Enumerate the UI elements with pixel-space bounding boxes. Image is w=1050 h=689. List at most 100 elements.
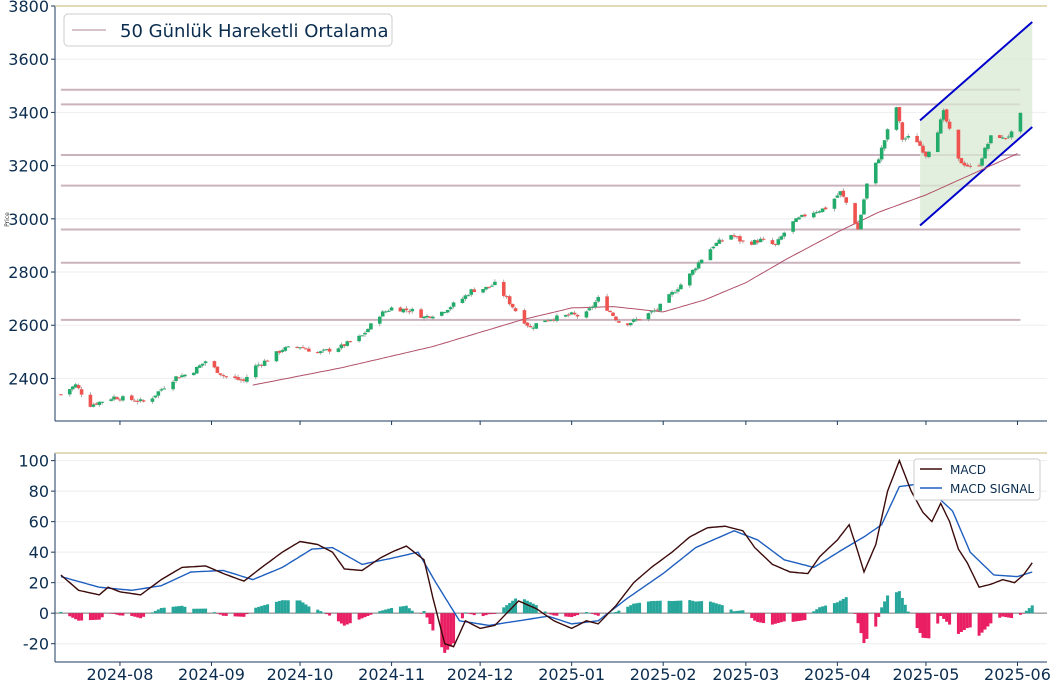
candle-up (70, 386, 75, 390)
candle-up (1009, 131, 1014, 138)
macd-hist-bar-neg (989, 613, 993, 624)
macd-hist-bar-neg (239, 613, 243, 617)
xtick-label: 2025-04 (804, 665, 871, 684)
macd-hist-bar-neg (779, 613, 783, 623)
candle-up (817, 211, 822, 213)
macd-hist-bar-pos (694, 601, 698, 614)
macd-ytick-label: 0 (39, 604, 49, 623)
macd-hist-bar-pos (688, 600, 692, 614)
price-axis-title: Price (4, 212, 11, 227)
candle-down (177, 377, 181, 379)
candle-down (637, 319, 642, 321)
macd-hist-bar-neg (1004, 613, 1008, 618)
candle-up (386, 310, 391, 312)
candle-down (735, 236, 739, 238)
candle-down (301, 347, 305, 349)
candle-up (345, 341, 350, 346)
macd-hist-bar-pos (741, 610, 745, 614)
candle-up (451, 302, 456, 307)
candle-up (838, 191, 843, 196)
xtick-label: 2024-09 (178, 665, 245, 684)
macd-hist-bar-neg (797, 613, 801, 621)
macd-hist-bar-neg (97, 613, 101, 620)
macd-hist-bar-pos (410, 610, 414, 614)
candle-down (614, 316, 618, 321)
candle-up (590, 306, 595, 308)
macd-hist-bar-pos (301, 602, 305, 614)
candle-up (679, 284, 683, 290)
macd-hist-bar-pos (729, 609, 733, 614)
macd-hist-bar-neg (100, 613, 104, 618)
candle-up (673, 292, 677, 294)
macd-hist-bar-neg (130, 613, 134, 616)
candle-down (959, 158, 964, 164)
price-ytick-label: 2600 (8, 316, 49, 335)
macd-hist-bar-pos (732, 611, 736, 614)
macd-hist-bar-pos (821, 606, 825, 614)
date-axis: 2024-08 2024-09 2024-10 2024-11 2024-12 2025-… (87, 662, 1050, 684)
candle-up (859, 214, 863, 230)
candle-down (135, 400, 140, 402)
macd-hist-bar-neg (233, 613, 237, 617)
macd-hist-bar-neg (1018, 613, 1022, 615)
macd-hist-bar-pos (401, 606, 405, 614)
macd-hist-bar-pos (720, 605, 724, 614)
candle-up (183, 374, 187, 377)
macd-hist-bar-pos (1030, 605, 1034, 614)
macd-hist-bar-pos (587, 612, 591, 614)
candle-up (989, 135, 993, 144)
macd-hist-bar-pos (304, 604, 308, 614)
macd-hist-bar-pos (655, 600, 659, 614)
macd-hist-bar-neg (800, 613, 804, 621)
candle-down (770, 240, 775, 245)
candle-up (253, 365, 258, 378)
macd-hist-bar-neg (348, 613, 352, 624)
macd-hist-bar-neg (236, 613, 240, 617)
macd-hist-bar-pos (407, 608, 411, 614)
candle-up (97, 401, 102, 405)
macd-hist-bar-pos (883, 601, 887, 614)
candle-down (404, 308, 409, 311)
macd-hist-bar-pos (649, 601, 653, 614)
candle-up (200, 363, 205, 366)
candle-down (617, 321, 621, 323)
macd-legend: MACD MACD SIGNAL (913, 458, 1041, 501)
candlesticks (59, 106, 1023, 408)
macd-hist-bar-pos (608, 613, 612, 614)
macd-hist-bar-neg (555, 613, 559, 616)
macd-hist-bar-pos (422, 611, 426, 614)
channel-upper-line (919, 21, 1033, 122)
candle-up (321, 349, 326, 351)
candle-up (262, 360, 267, 366)
price-axes: 2400 2600 2800 3000 3200 3400 3600 3800 Price (4, 0, 1047, 425)
candle-up (782, 232, 787, 237)
candle-up (363, 332, 367, 335)
macd-hist-bar-pos (195, 608, 199, 614)
macd-hist-bar-pos (714, 603, 718, 614)
candle-up (658, 303, 663, 311)
macd-hist-bar-pos (632, 603, 636, 614)
macd-hist-bar-pos (738, 610, 742, 614)
macd-hist-bar-neg (862, 613, 866, 644)
candle-up (634, 319, 639, 321)
macd-hist-bar-neg (965, 613, 969, 629)
macd-hist-bar-pos (174, 606, 178, 614)
macd-hist-bar-pos (838, 600, 842, 614)
macd-hist-bar-pos (171, 606, 175, 614)
macd-hist-bar-pos (667, 600, 671, 614)
macd-hist-bar-neg (877, 613, 881, 617)
macd-hist-bar-pos (679, 600, 683, 614)
channel-fill (920, 21, 1033, 226)
macd-hist-bar-neg (94, 613, 98, 620)
macd-histogram (59, 591, 1034, 653)
price-ytick-label: 2400 (8, 369, 49, 388)
candle-up (587, 308, 592, 311)
candle-up (360, 335, 364, 337)
macd-hist-bar-neg (487, 613, 491, 615)
macd-hist-bar-pos (156, 609, 160, 614)
macd-hist-bar-pos (824, 605, 828, 614)
candle-up (699, 259, 704, 264)
candle-up (791, 221, 795, 232)
candle-down (79, 389, 84, 395)
candle-down (407, 311, 412, 313)
